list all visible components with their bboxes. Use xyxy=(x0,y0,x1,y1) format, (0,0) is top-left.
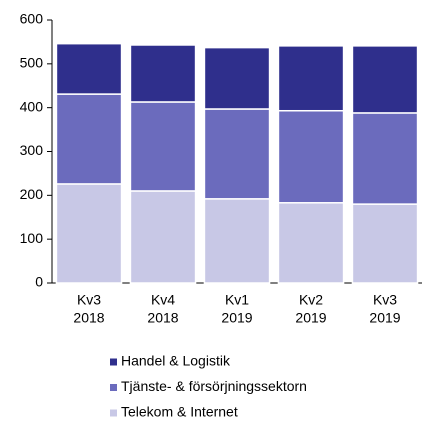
bar-segment xyxy=(203,198,271,284)
x-tick-label: Kv1 xyxy=(225,292,249,308)
y-tick-label: 200 xyxy=(20,186,44,202)
bar-segment xyxy=(277,109,345,204)
x-tick-label: 2018 xyxy=(147,310,178,326)
x-tick-label: Kv2 xyxy=(299,292,323,308)
legend-label: Telekom & Internet xyxy=(121,404,238,420)
bar-segment xyxy=(203,108,271,200)
x-tick-label: 2019 xyxy=(221,310,252,326)
x-tick-label: 2019 xyxy=(295,310,326,326)
bar-segment xyxy=(55,42,123,95)
bar-segment xyxy=(129,44,197,103)
y-tick-label: 400 xyxy=(20,98,44,114)
bar-segment xyxy=(351,45,419,114)
bar-segment xyxy=(351,203,419,284)
y-tick-label: 500 xyxy=(20,55,44,71)
bar-segment xyxy=(129,190,197,284)
legend-swatch xyxy=(110,409,117,417)
y-tick-label: 0 xyxy=(35,274,43,290)
legend-label: Handel & Logistik xyxy=(121,353,231,369)
y-tick-label: 600 xyxy=(20,11,44,27)
legend-swatch xyxy=(110,358,117,366)
x-tick-label: Kv3 xyxy=(77,292,101,308)
bar-segment xyxy=(277,45,345,112)
x-tick-label: Kv4 xyxy=(151,292,175,308)
legend-swatch xyxy=(110,384,117,391)
bar-segment xyxy=(55,183,123,284)
bar-segment xyxy=(129,101,197,192)
bar-segment xyxy=(55,93,123,185)
bar-segment xyxy=(351,112,419,205)
y-tick-label: 300 xyxy=(20,142,44,158)
x-tick-label: 2019 xyxy=(369,310,400,326)
x-tick-label: 2018 xyxy=(73,310,104,326)
bar-segment xyxy=(203,46,271,110)
y-tick-label: 100 xyxy=(20,230,44,246)
x-tick-label: Kv3 xyxy=(373,292,397,308)
bar-segment xyxy=(277,202,345,284)
legend-label: Tjänste- & försörjningssektorn xyxy=(121,378,307,394)
